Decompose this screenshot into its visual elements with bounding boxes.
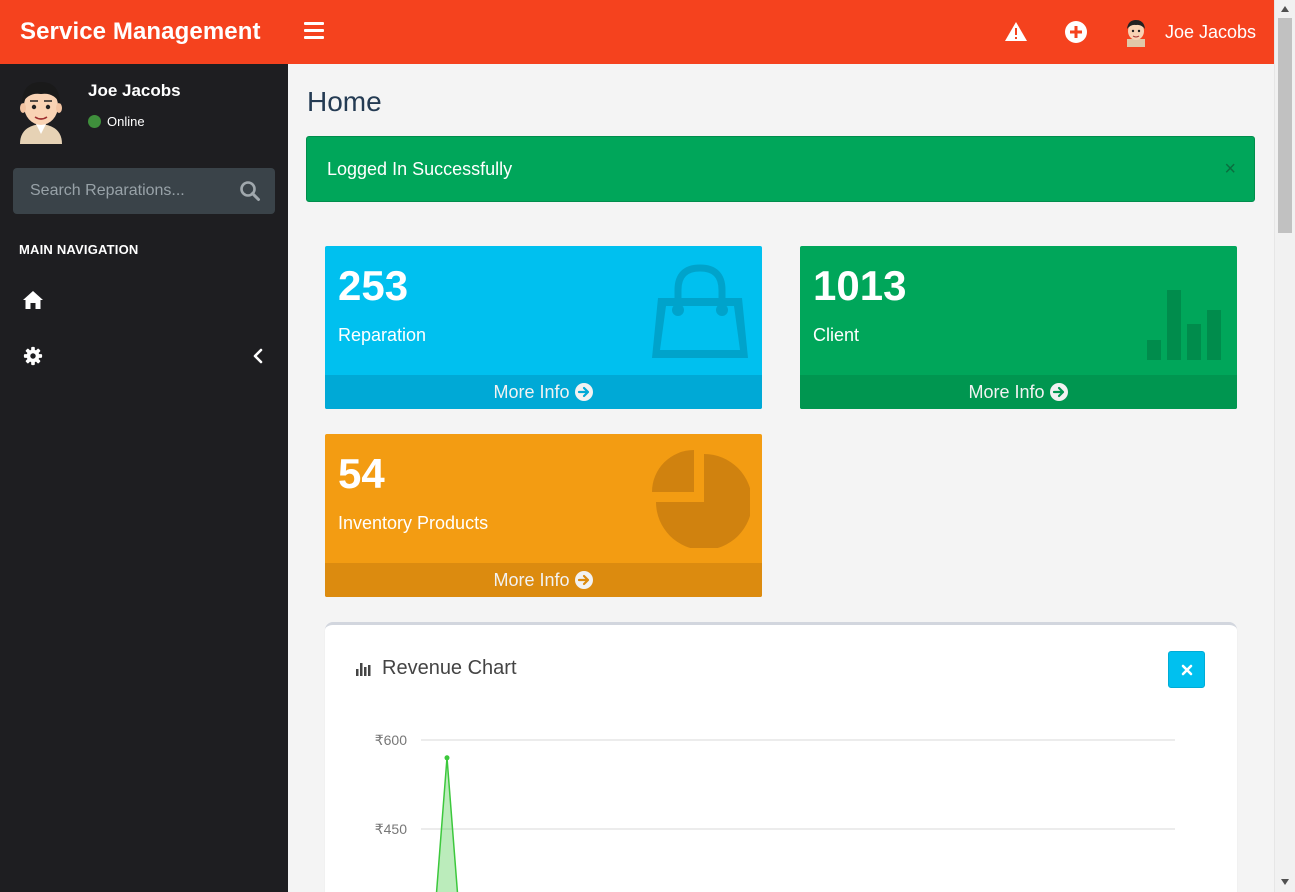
scroll-thumb[interactable]	[1278, 18, 1292, 233]
chart-close-button[interactable]	[1168, 651, 1205, 688]
stat-box-reparation: 253 Reparation More Info	[325, 246, 762, 409]
stat-label: Client	[813, 325, 860, 345]
sidebar: Joe Jacobs Online MAIN NAVIGATION	[0, 64, 288, 892]
close-icon	[1181, 664, 1192, 675]
sidebar-item-settings[interactable]	[0, 332, 288, 380]
arrow-circle-right-icon	[1049, 383, 1068, 401]
home-icon	[23, 291, 43, 309]
sidebar-search	[13, 168, 275, 214]
main-content: Home Logged In Successfully × 253 Repara…	[288, 64, 1274, 892]
brand-logo[interactable]: Service Management	[20, 18, 261, 45]
more-info-link[interactable]: More Info	[325, 563, 762, 597]
stat-label: Reparation	[338, 325, 427, 345]
more-info-link[interactable]: More Info	[800, 375, 1237, 409]
success-alert: Logged In Successfully ×	[306, 136, 1255, 202]
shopping-bag-icon	[652, 264, 748, 358]
gear-icon	[23, 346, 43, 366]
revenue-area-series	[435, 757, 459, 892]
main-navigation-header: MAIN NAVIGATION	[19, 242, 139, 257]
user-panel-name: Joe Jacobs	[88, 81, 181, 100]
online-status: Online	[88, 114, 145, 129]
more-info-link[interactable]: More Info	[325, 375, 762, 409]
menu-icon[interactable]	[304, 22, 324, 42]
search-icon[interactable]	[239, 180, 261, 202]
warning-icon[interactable]	[1004, 20, 1028, 44]
revenue-chart-box: Revenue Chart ₹600 ₹450	[325, 622, 1237, 892]
page-title: Home	[307, 86, 382, 117]
y-tick-label: ₹450	[375, 821, 407, 837]
status-label: Online	[107, 114, 145, 129]
page-scrollbar[interactable]	[1274, 0, 1295, 892]
scroll-up-icon[interactable]	[1280, 5, 1290, 13]
bar-chart-icon	[356, 662, 371, 676]
sidebar-item-home[interactable]	[0, 276, 288, 324]
user-menu[interactable]: Joe Jacobs	[1121, 14, 1256, 50]
scroll-down-icon[interactable]	[1280, 878, 1290, 886]
stat-value: 1013	[813, 262, 907, 309]
alert-message: Logged In Successfully	[327, 158, 513, 179]
avatar	[1126, 20, 1145, 47]
plus-circle-icon[interactable]	[1064, 20, 1088, 44]
pie-chart-icon	[652, 450, 750, 548]
arrow-circle-right-icon	[574, 571, 593, 589]
top-navbar: Service Management Joe Jacobs	[0, 0, 1274, 64]
stat-box-inventory: 54 Inventory Products More Info	[325, 434, 762, 597]
stat-value: 54	[338, 450, 385, 497]
search-input[interactable]	[13, 168, 233, 214]
user-name: Joe Jacobs	[1164, 21, 1256, 42]
avatar	[20, 82, 62, 144]
user-panel: Joe Jacobs Online	[12, 76, 276, 156]
chart-box-title: Revenue Chart	[355, 657, 517, 680]
bar-chart-icon	[1147, 290, 1221, 360]
chevron-left-icon[interactable]	[252, 348, 264, 364]
stat-value: 253	[338, 262, 409, 309]
arrow-circle-right-icon	[574, 383, 593, 401]
stat-label: Inventory Products	[338, 513, 489, 533]
online-indicator-icon	[88, 115, 101, 128]
data-point[interactable]	[444, 755, 450, 761]
stat-box-client: 1013 Client More Info	[800, 246, 1237, 409]
y-tick-label: ₹600	[375, 732, 407, 748]
revenue-chart: ₹600 ₹450	[375, 732, 1175, 892]
alert-close-button[interactable]: ×	[1224, 158, 1236, 180]
